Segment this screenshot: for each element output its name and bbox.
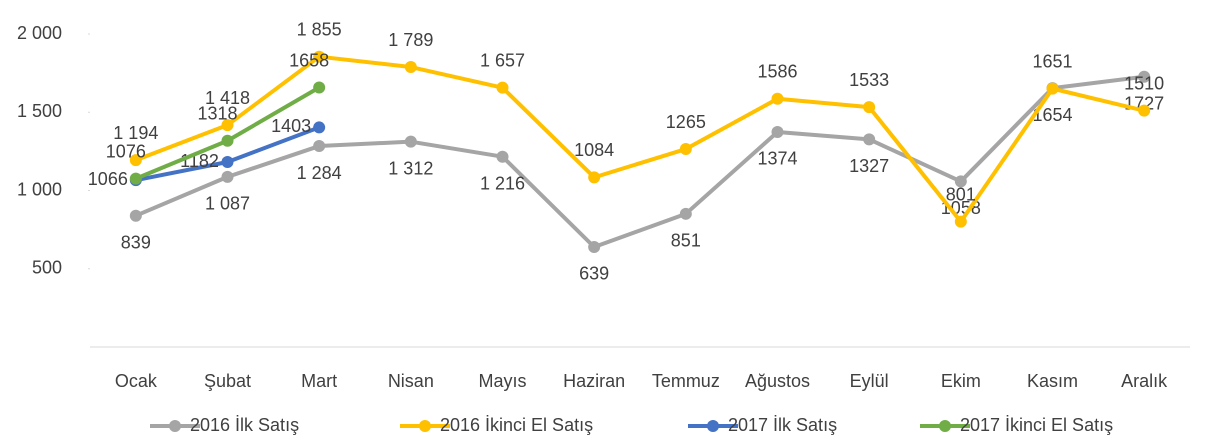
legend-label: 2016 İkinci El Satış — [440, 415, 593, 435]
data-label: 1 418 — [205, 88, 250, 108]
data-label: 1651 — [1032, 51, 1072, 71]
data-label: 1654 — [1032, 105, 1072, 125]
data-label: 1 087 — [205, 194, 250, 214]
data-label: 1066 — [88, 169, 128, 189]
legend-marker — [939, 420, 951, 432]
data-label: 1586 — [757, 62, 797, 82]
point — [313, 50, 326, 63]
point — [588, 171, 601, 184]
point — [1046, 82, 1059, 95]
legend-marker — [169, 420, 181, 432]
x-tick-label: Haziran — [563, 371, 625, 391]
point — [221, 119, 234, 132]
x-tick-label: Şubat — [204, 371, 251, 391]
data-label: 1 789 — [388, 30, 433, 50]
data-label: 839 — [121, 232, 151, 252]
point — [1138, 70, 1151, 83]
data-label: 1374 — [757, 149, 797, 169]
point — [1138, 104, 1151, 117]
point — [313, 140, 326, 153]
data-label: 1 194 — [113, 123, 158, 143]
series-line — [135, 74, 1145, 249]
x-tick-label: Kasım — [1027, 371, 1078, 391]
data-label: 1 216 — [480, 173, 525, 193]
point — [496, 150, 509, 163]
legend-marker — [707, 420, 719, 432]
point — [221, 134, 234, 147]
point — [404, 135, 417, 148]
x-tick-label: Eylül — [850, 371, 889, 391]
legend-label: 2017 İkinci El Satış — [960, 415, 1113, 435]
data-label: 1084 — [574, 140, 614, 160]
point — [404, 61, 417, 74]
point — [129, 172, 142, 185]
point — [129, 154, 142, 167]
point — [221, 156, 234, 169]
point — [679, 207, 692, 220]
legend-label: 2016 İlk Satış — [190, 415, 299, 435]
data-label: 1403 — [271, 116, 311, 136]
point — [954, 175, 967, 188]
legend-label: 2017 İlk Satış — [728, 415, 837, 435]
point — [863, 101, 876, 114]
data-label: 1327 — [849, 156, 889, 176]
point — [221, 170, 234, 183]
point — [863, 133, 876, 146]
y-tick-label: 1 000 — [17, 179, 62, 199]
point — [313, 121, 326, 134]
y-tick-label: 2 000 — [17, 23, 62, 43]
x-tick-label: Nisan — [388, 371, 434, 391]
data-label: 1658 — [289, 50, 329, 70]
data-label: 1510 — [1124, 73, 1164, 93]
point — [954, 215, 967, 228]
x-tick-label: Temmuz — [652, 371, 720, 391]
point — [313, 81, 326, 94]
point — [771, 92, 784, 105]
y-tick-label: 500 — [32, 258, 62, 278]
point — [588, 240, 601, 253]
data-label: 1058 — [941, 198, 981, 218]
legend-marker — [419, 420, 431, 432]
x-tick-label: Aralık — [1121, 371, 1168, 391]
data-label: 1265 — [666, 112, 706, 132]
series-line — [135, 54, 1145, 224]
data-label: 1 657 — [480, 50, 525, 70]
x-tick-label: Ekim — [941, 371, 981, 391]
x-tick-label: Mayıs — [478, 371, 526, 391]
data-label: 801 — [946, 184, 976, 204]
x-tick-label: Ocak — [115, 371, 158, 391]
point — [771, 125, 784, 138]
y-tick-label: 1 500 — [17, 101, 62, 121]
data-label: 1 855 — [297, 19, 342, 39]
data-label: 639 — [579, 264, 609, 284]
x-tick-label: Mart — [301, 371, 337, 391]
data-label: 1533 — [849, 70, 889, 90]
data-label: 1 312 — [388, 158, 433, 178]
x-tick-label: Ağustos — [745, 371, 810, 391]
point — [129, 209, 142, 222]
data-label: 1318 — [197, 103, 237, 123]
data-label: 1 284 — [297, 163, 342, 183]
point — [496, 81, 509, 94]
data-label: 1076 — [106, 141, 146, 161]
data-label: 851 — [671, 231, 701, 251]
point — [679, 143, 692, 156]
